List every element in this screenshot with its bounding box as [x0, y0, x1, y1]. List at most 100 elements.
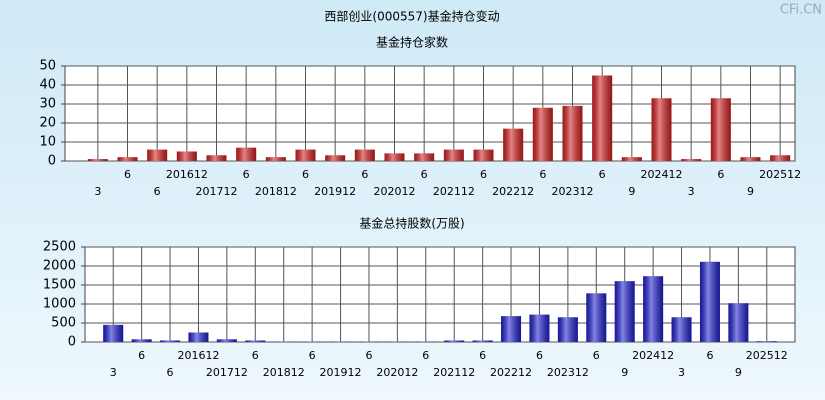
x-tick-label: 6 [167, 366, 174, 379]
x-tick-label: 202412 [641, 168, 683, 181]
y-tick-label: 0 [48, 154, 56, 169]
x-tick-label: 6 [138, 349, 145, 362]
x-tick-label: 201712 [196, 185, 238, 198]
x-tick-label: 6 [593, 349, 600, 362]
plot-area [64, 65, 796, 162]
x-tick-label: 201612 [166, 168, 208, 181]
y-tick-label: 1000 [43, 297, 76, 312]
bar-shine [562, 105, 583, 161]
chart-title: 基金总持股数(万股) [359, 216, 464, 231]
bar-shine [472, 340, 493, 342]
bar-shine [529, 314, 550, 342]
bar-shine [236, 147, 257, 161]
x-tick-label: 202012 [374, 185, 416, 198]
x-tick-label: 6 [361, 168, 368, 181]
bar-shine [216, 339, 237, 342]
chart-title: 基金持仓家数 [376, 35, 448, 50]
bar-shine [103, 324, 124, 342]
bar-shine [592, 75, 613, 161]
x-tick-label: 6 [706, 349, 713, 362]
x-tick-label: 6 [479, 349, 486, 362]
x-tick-label: 6 [365, 349, 372, 362]
bar-shine [651, 98, 672, 161]
bar-shine [699, 261, 720, 342]
x-tick-label: 9 [747, 185, 754, 198]
x-tick-label: 6 [536, 349, 543, 362]
y-tick-label: 1500 [43, 278, 76, 293]
x-tick-label: 202112 [433, 366, 475, 379]
bar-shine [265, 157, 286, 161]
x-tick-label: 201712 [206, 366, 248, 379]
y-tick-label: 30 [39, 97, 56, 112]
bar-shine [710, 98, 731, 161]
x-tick-label: 6 [539, 168, 546, 181]
x-tick-label: 3 [678, 366, 685, 379]
bar-shine [147, 149, 168, 161]
bar-shine [614, 281, 635, 342]
y-tick-label: 2500 [43, 240, 76, 255]
bar-shine [444, 340, 465, 342]
x-tick-label: 3 [94, 185, 101, 198]
bar-shine [681, 159, 702, 161]
y-tick-label: 50 [39, 59, 56, 74]
bar-shine [384, 153, 405, 161]
y-tick-label: 40 [39, 78, 56, 93]
y-tick-label: 20 [39, 116, 56, 131]
x-tick-label: 6 [154, 185, 161, 198]
bar-shine [728, 303, 749, 342]
x-tick-label: 6 [480, 168, 487, 181]
x-tick-label: 202212 [492, 185, 534, 198]
page-title: 西部创业(000557)基金持仓变动 [324, 9, 499, 24]
y-tick-label: 500 [51, 316, 76, 331]
x-tick-label: 202312 [547, 366, 589, 379]
bar-shine [160, 340, 181, 342]
bar-shine [756, 341, 777, 342]
x-tick-label: 9 [621, 366, 628, 379]
bar-shine [621, 157, 642, 161]
bar-shine [245, 340, 266, 342]
bar-shine [557, 317, 578, 342]
x-tick-label: 6 [252, 349, 259, 362]
x-tick-label: 202112 [433, 185, 475, 198]
x-tick-label: 3 [110, 366, 117, 379]
x-tick-label: 3 [688, 185, 695, 198]
bar-shine [740, 157, 761, 161]
bar-shine [443, 149, 464, 161]
x-tick-label: 202312 [552, 185, 594, 198]
x-tick-label: 201812 [255, 185, 297, 198]
x-tick-label: 202012 [376, 366, 418, 379]
bar-shine [206, 155, 227, 161]
x-tick-label: 6 [124, 168, 131, 181]
x-tick-label: 201912 [314, 185, 356, 198]
x-tick-label: 6 [243, 168, 250, 181]
x-tick-label: 9 [628, 185, 635, 198]
bar-shine [117, 157, 138, 161]
x-tick-label: 201912 [320, 366, 362, 379]
x-tick-label: 6 [717, 168, 724, 181]
y-tick-label: 2000 [43, 259, 76, 274]
x-tick-label: 9 [735, 366, 742, 379]
bar-shine [770, 155, 791, 161]
x-tick-label: 201812 [263, 366, 305, 379]
bar-shine [473, 149, 494, 161]
bar-shine [176, 151, 197, 161]
bar-shine [87, 159, 108, 161]
x-tick-label: 201612 [177, 349, 219, 362]
bar-shine [295, 149, 316, 161]
bar-shine [131, 339, 152, 342]
x-tick-label: 6 [302, 168, 309, 181]
bar-shine [325, 155, 346, 161]
bar-shine [586, 293, 607, 342]
x-tick-label: 6 [599, 168, 606, 181]
bar-shine [501, 316, 522, 342]
x-tick-label: 6 [422, 349, 429, 362]
x-tick-label: 6 [309, 349, 316, 362]
watermark: CFi.CN [780, 3, 822, 18]
bar-shine [643, 276, 664, 342]
y-tick-label: 10 [39, 135, 56, 150]
bar-shine [671, 317, 692, 342]
x-tick-label: 6 [421, 168, 428, 181]
bar-shine [532, 107, 553, 161]
x-tick-label: 202512 [746, 349, 788, 362]
